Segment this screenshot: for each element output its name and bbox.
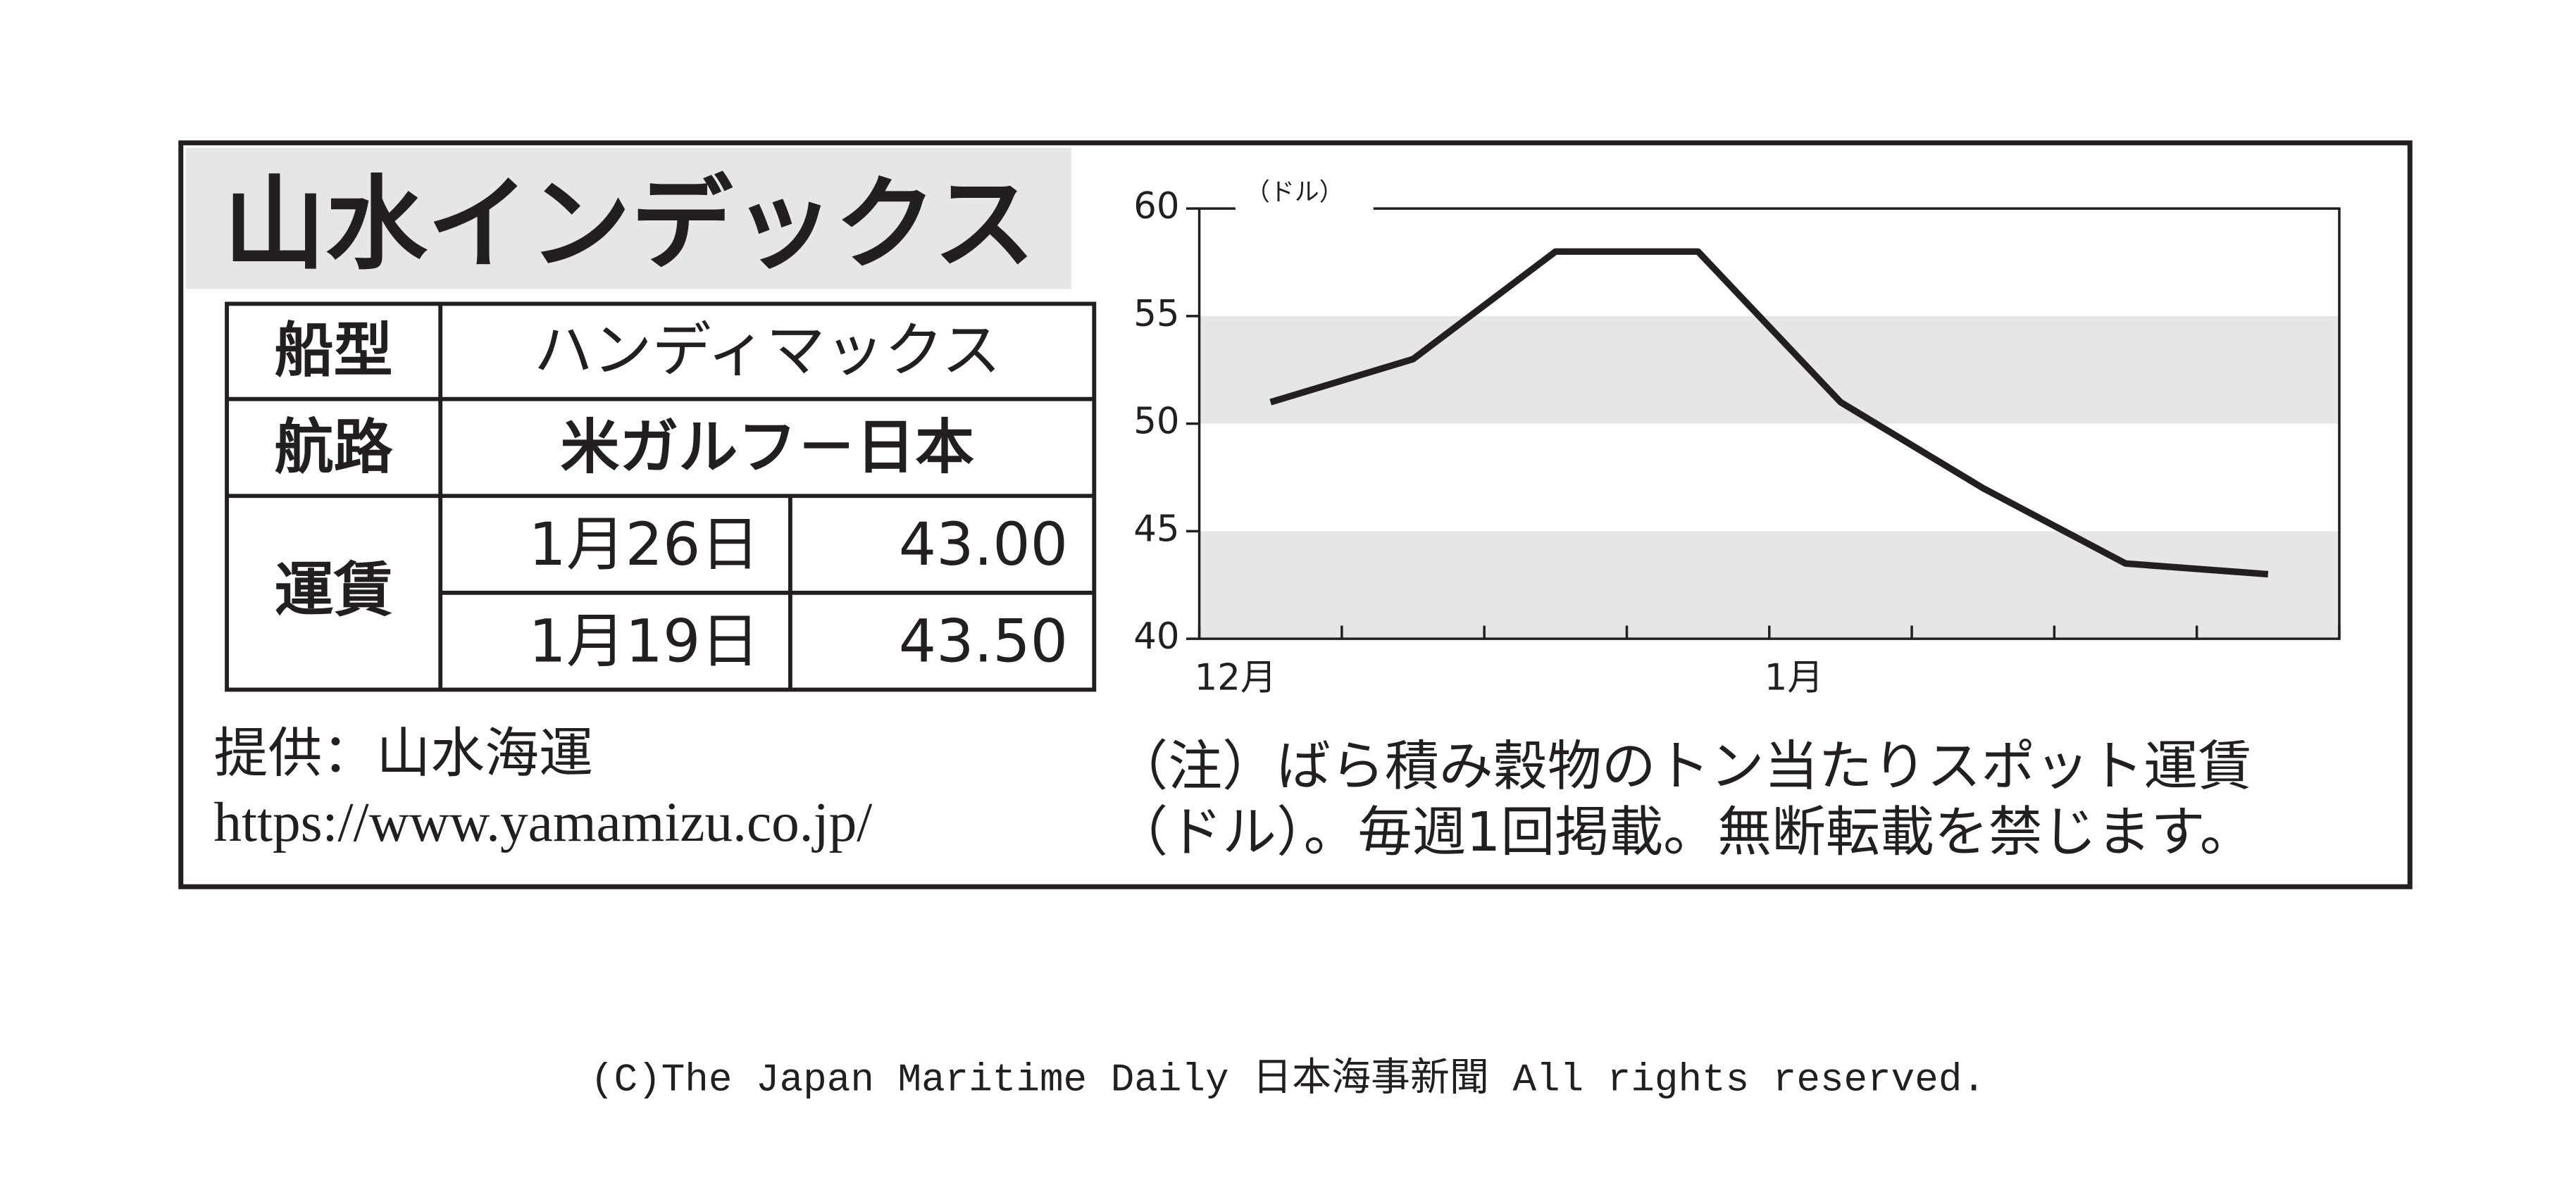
y-tick-label: 60 bbox=[1133, 185, 1179, 227]
chart: （ドル） 40 45 50 55 60 12月 1月 bbox=[1133, 179, 2341, 699]
y-axis-label: （ドル） bbox=[1245, 179, 1344, 207]
cell: 43.50 bbox=[899, 606, 1068, 675]
cell: 運賃 bbox=[275, 556, 393, 625]
copyright: (C)The Japan Maritime Daily 日本海事新聞 All r… bbox=[590, 1056, 1986, 1102]
note: （ドル）。毎週1回掲載。無断転載を禁じます。 bbox=[1114, 801, 2253, 864]
y-tick-label: 40 bbox=[1133, 615, 1179, 658]
cell: 1月26日 bbox=[528, 510, 759, 579]
url[interactable]: https://www.yamamizu.co.jp/ bbox=[213, 791, 873, 853]
y-tick-label: 50 bbox=[1133, 401, 1179, 443]
x-tick-label: 1月 bbox=[1765, 656, 1824, 699]
cell: 1月19日 bbox=[528, 606, 759, 675]
cell: ハンディマックス bbox=[534, 316, 1001, 385]
line bbox=[1269, 248, 2269, 578]
note: （注）ばら積み穀物のトン当たりスポット運賃 bbox=[1114, 736, 2252, 799]
label-bg bbox=[1235, 185, 1374, 219]
shaded-band bbox=[1199, 531, 2339, 639]
cell: 船型 bbox=[275, 316, 393, 385]
title-bg bbox=[185, 147, 1071, 289]
cell: 米ガルフ－日本 bbox=[560, 413, 974, 482]
cell: 航路 bbox=[275, 413, 394, 482]
title: 山水インデックス bbox=[223, 165, 1035, 284]
x-tick-label: 12月 bbox=[1195, 656, 1277, 699]
cell: 43.00 bbox=[899, 510, 1068, 579]
table bbox=[225, 301, 1097, 692]
y-tick-label: 55 bbox=[1133, 293, 1179, 335]
provider: 提供：山水海運 bbox=[213, 722, 593, 785]
y-tick-label: 45 bbox=[1133, 508, 1179, 550]
shaded-band bbox=[1199, 315, 2339, 424]
frame bbox=[178, 140, 2413, 889]
